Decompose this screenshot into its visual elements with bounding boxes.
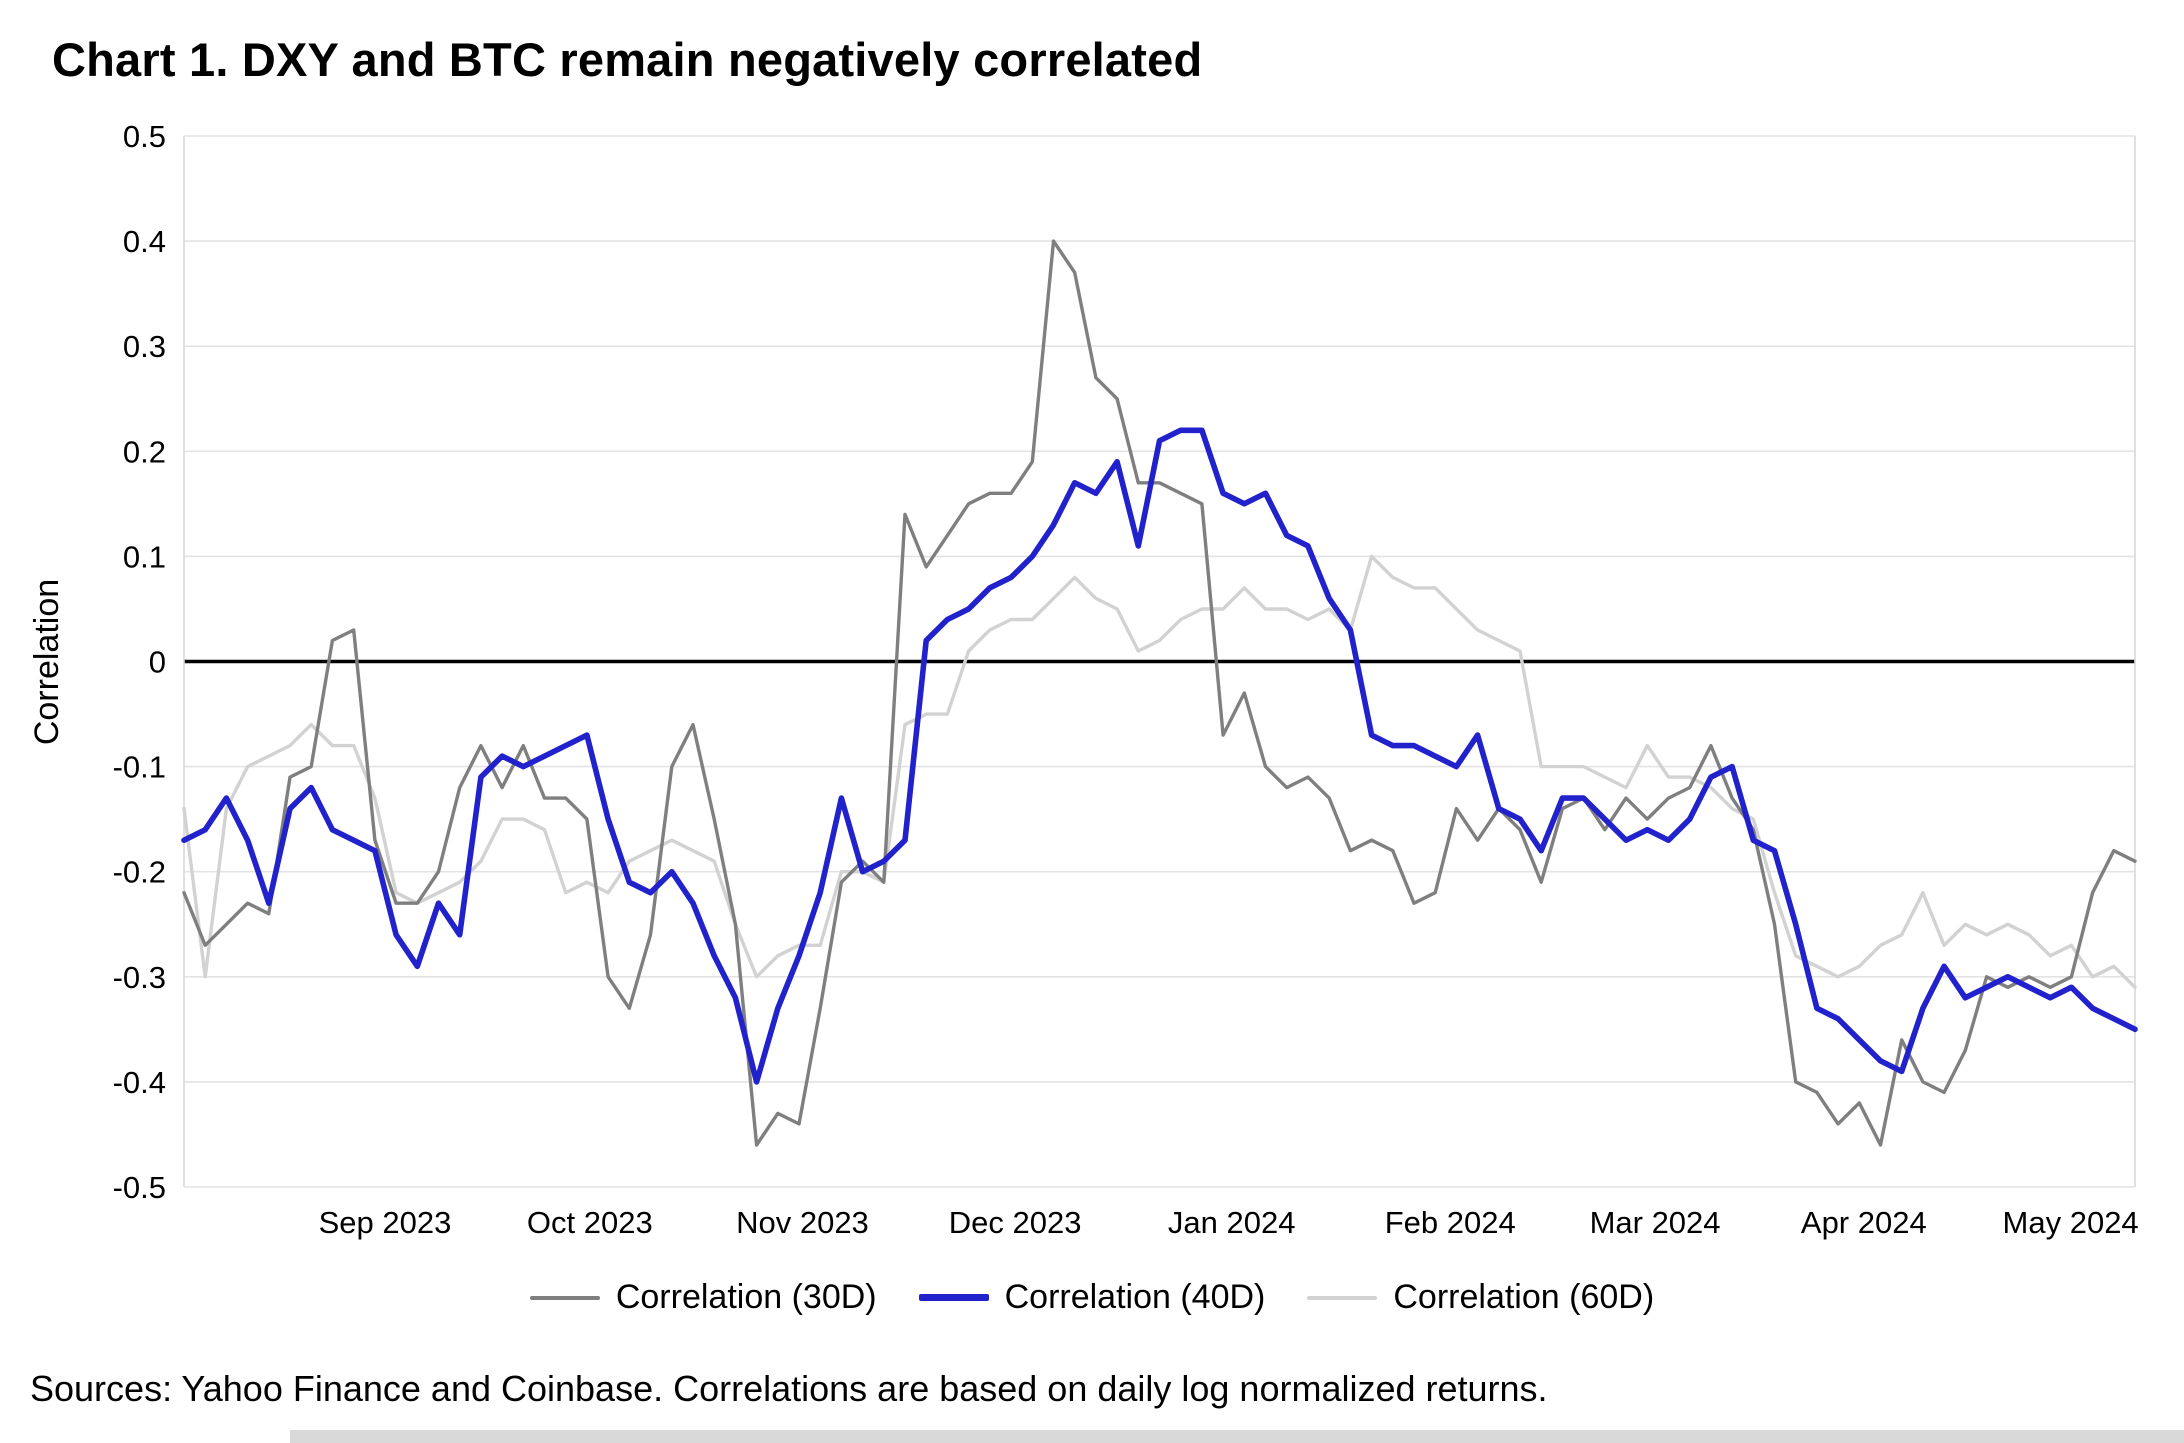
svg-text:-0.2: -0.2 [113,855,166,890]
svg-text:0.2: 0.2 [123,434,166,469]
footer-strip [290,1430,2184,1443]
svg-text:Oct 2023: Oct 2023 [527,1205,653,1240]
legend-line-swatch-30d [529,1295,600,1300]
svg-text:-0.4: -0.4 [113,1065,166,1100]
svg-text:0.1: 0.1 [123,539,166,574]
svg-text:May 2024: May 2024 [2003,1205,2139,1240]
svg-text:Apr 2024: Apr 2024 [1801,1205,1927,1240]
svg-text:Jan 2024: Jan 2024 [1168,1205,1296,1240]
svg-text:Mar 2024: Mar 2024 [1590,1205,1721,1240]
legend-line-swatch-40d [918,1294,989,1301]
svg-text:Dec 2023: Dec 2023 [949,1205,1082,1240]
svg-text:-0.1: -0.1 [113,750,166,785]
svg-text:-0.5: -0.5 [113,1170,166,1205]
svg-text:-0.3: -0.3 [113,960,166,995]
svg-text:Feb 2024: Feb 2024 [1385,1205,1516,1240]
legend-label-40d: Correlation (40D) [1004,1278,1266,1316]
svg-text:0.4: 0.4 [123,224,166,259]
y-axis-label: Correlation [28,579,66,745]
legend-label-60d: Correlation (60D) [1393,1278,1655,1316]
legend-label-30d: Correlation (30D) [615,1278,877,1316]
legend-line-swatch-60d [1307,1295,1378,1300]
svg-text:Sep 2023: Sep 2023 [319,1205,452,1240]
svg-text:0.3: 0.3 [123,329,166,364]
svg-text:0.5: 0.5 [123,119,166,154]
legend-item-40d: Correlation (40D) [918,1278,1266,1317]
svg-text:Nov 2023: Nov 2023 [736,1205,869,1240]
source-note: Sources: Yahoo Finance and Coinbase. Cor… [30,1368,1548,1409]
chart-plot-area: 0.5 0.4 0.3 0.2 0.1 0 -0.1 -0.2 -0.3 -0.4 -0.5 Sep … [113,119,2139,1240]
chart-legend: Correlation (30D) Correlation (40D) Corr… [0,1278,2184,1317]
legend-item-30d: Correlation (30D) [529,1278,877,1317]
legend-item-60d: Correlation (60D) [1307,1278,1654,1317]
svg-text:0: 0 [149,645,166,680]
correlation-chart: Correlation 0.5 0.4 0.3 0.2 0.1 0 -0.1 -0.2 -0.3… [28,119,2139,1240]
chart-title: Chart 1. DXY and BTC remain negatively c… [52,33,1203,86]
